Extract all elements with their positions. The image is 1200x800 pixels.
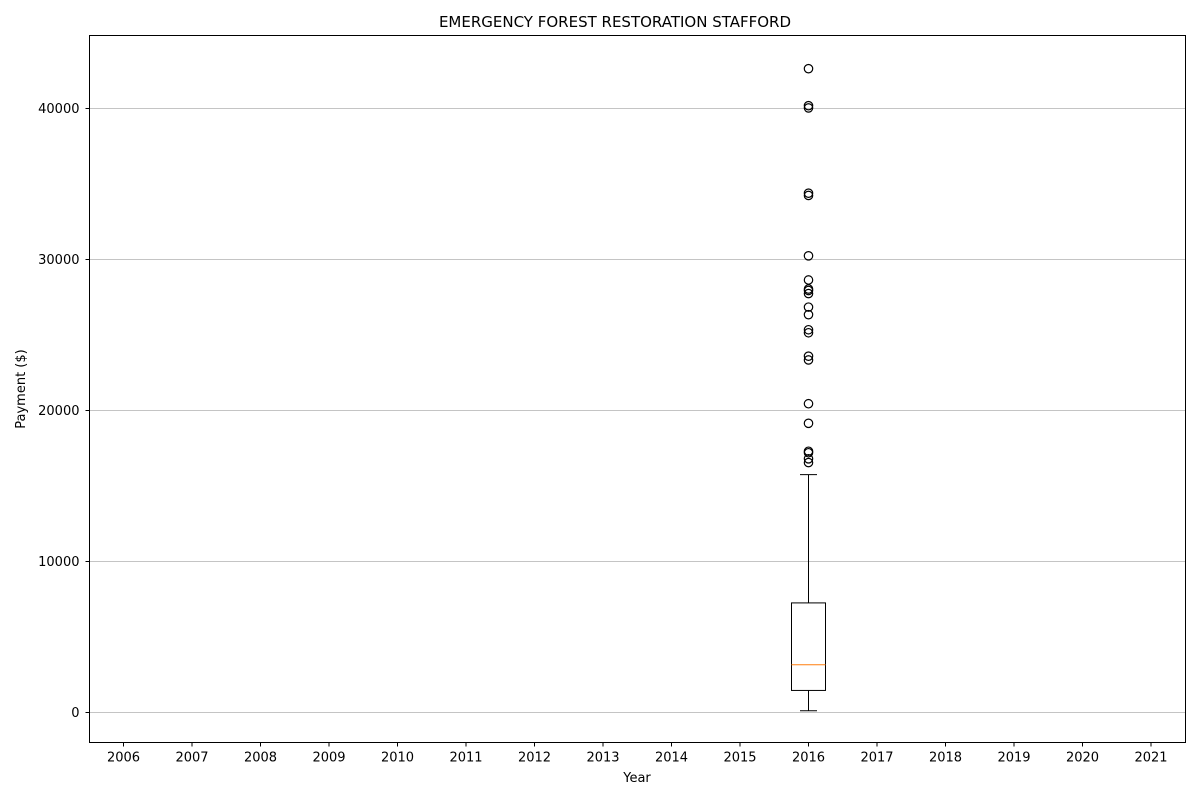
- x-tick-label-2010: 2010: [381, 751, 414, 766]
- box-2016: [791, 63, 826, 712]
- x-tick-label-2020: 2020: [1066, 751, 1099, 766]
- outlier-point-18: [803, 188, 814, 198]
- y-tick-label-40000: 40000: [38, 102, 79, 117]
- x-tick-label-2012: 2012: [518, 751, 551, 766]
- outlier-point-16: [803, 251, 814, 261]
- y-tick-label-30000: 30000: [38, 253, 79, 268]
- x-tick-label-2021: 2021: [1134, 751, 1167, 766]
- y-gridlines: [89, 108, 1186, 713]
- x-tick-label-2011: 2011: [449, 751, 482, 766]
- y-axis-ticks: 0 10000 20000 30000 40000: [38, 102, 90, 721]
- outlier-point-6: [803, 355, 814, 365]
- x-tick-label-2008: 2008: [244, 751, 277, 766]
- x-tick-label-2014: 2014: [655, 751, 688, 766]
- outlier-point-12: [803, 288, 814, 299]
- y-tick-label-10000: 10000: [38, 555, 79, 570]
- x-tick-label-2016: 2016: [792, 751, 825, 766]
- x-axis-ticks: 2006 2007 2008 2009 2010 2011 2012 2013 2014 2015…: [107, 742, 1168, 766]
- x-tick-label-2009: 2009: [312, 751, 345, 766]
- outlier-point-11: [803, 302, 814, 312]
- chart-title: EMERGENCY FOREST RESTORATION STAFFORD: [439, 13, 791, 31]
- x-tick-label-2013: 2013: [586, 751, 619, 766]
- x-axis-label: Year: [622, 771, 651, 786]
- y-tick-label-0: 0: [71, 706, 79, 721]
- outlier-point-15: [803, 275, 814, 285]
- plot-area-frame: [89, 35, 1186, 743]
- outlier-point-3: [803, 446, 814, 457]
- x-tick-label-2019: 2019: [997, 751, 1030, 766]
- x-tick-label-2006: 2006: [107, 751, 140, 766]
- outlier-point-14: [803, 284, 814, 294]
- outlier-point-8: [803, 327, 814, 338]
- x-tick-label-2015: 2015: [723, 751, 756, 766]
- outlier-point-9: [803, 324, 814, 335]
- outlier-point-1: [803, 453, 814, 464]
- box-series: [791, 63, 826, 712]
- x-tick-label-2018: 2018: [929, 751, 962, 766]
- x-tick-label-2007: 2007: [175, 751, 208, 766]
- outlier-point-5: [803, 398, 814, 409]
- x-tick-label-2017: 2017: [860, 751, 893, 766]
- outlier-point-4: [803, 418, 814, 429]
- y-tick-label-20000: 20000: [38, 404, 79, 419]
- box-iqr: [791, 602, 826, 691]
- outlier-point-7: [803, 351, 814, 361]
- outlier-point-21: [803, 63, 814, 74]
- outlier-point-20: [803, 100, 814, 111]
- outlier-point-0: [803, 457, 814, 468]
- y-axis-label: Payment ($): [14, 349, 29, 428]
- outlier-point-10: [803, 309, 814, 320]
